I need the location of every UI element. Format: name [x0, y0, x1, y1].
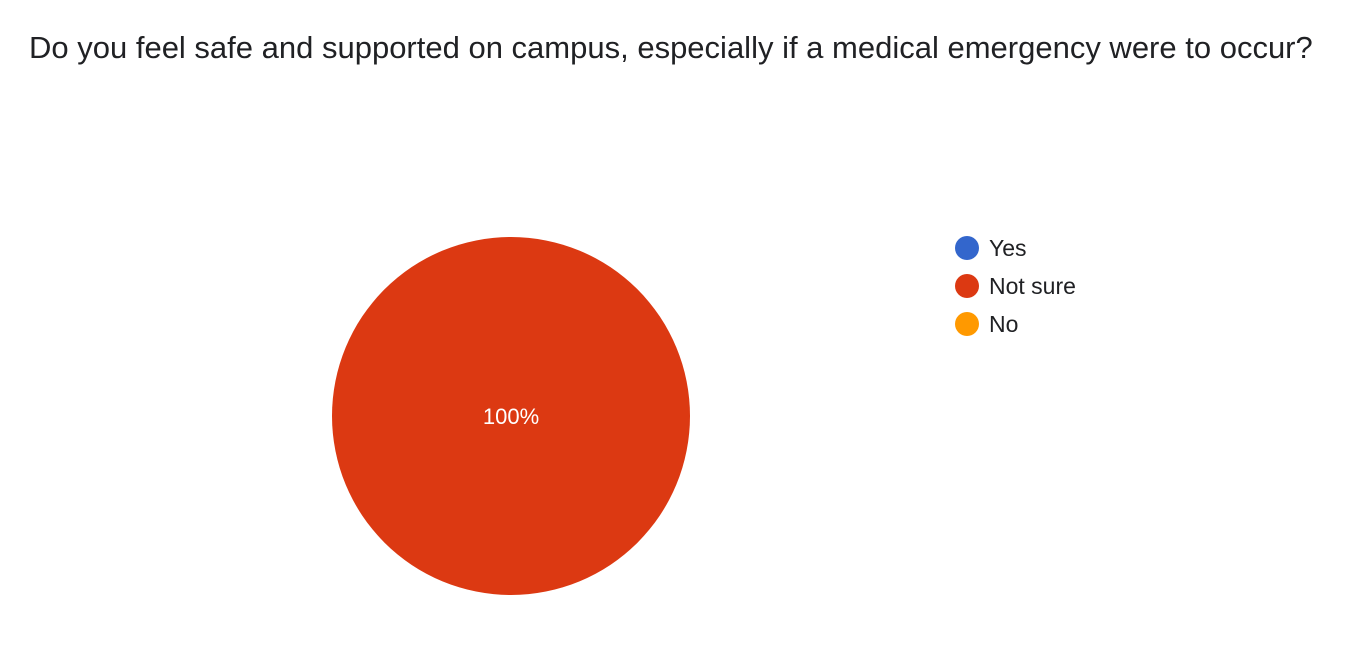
legend-item-yes: Yes: [955, 235, 1027, 261]
legend-swatch-no: [955, 312, 979, 336]
legend-swatch-yes: [955, 236, 979, 260]
data-label-not-sure: 100%: [483, 404, 539, 429]
pie-slice-not-sure: [332, 237, 690, 595]
pie-data-labels: 100%: [483, 404, 539, 429]
legend-item-no: No: [955, 311, 1018, 337]
question-title: Do you feel safe and supported on campus…: [29, 30, 1313, 65]
legend-label-not-sure: Not sure: [989, 273, 1076, 299]
legend-swatch-not-sure: [955, 274, 979, 298]
pie-slices: [332, 237, 690, 595]
legend-item-not-sure: Not sure: [955, 273, 1076, 299]
legend-label-yes: Yes: [989, 235, 1027, 261]
legend-label-no: No: [989, 311, 1018, 337]
chart-legend: Yes Not sure No: [955, 235, 1076, 337]
